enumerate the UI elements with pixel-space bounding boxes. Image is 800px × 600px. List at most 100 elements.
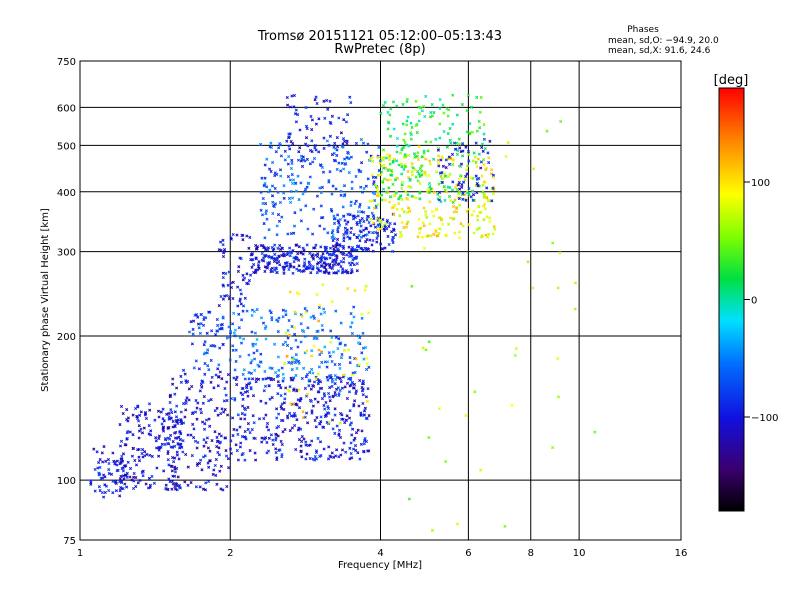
data-point <box>387 121 391 125</box>
data-point <box>233 398 237 402</box>
data-point <box>379 173 383 177</box>
data-point <box>203 488 208 492</box>
data-point <box>327 178 331 183</box>
data-point <box>305 243 309 247</box>
data-point <box>247 371 251 375</box>
data-point <box>178 430 182 434</box>
x-tick-labels: 1 2 4 6 8 10 16 <box>77 548 688 559</box>
data-point <box>312 380 317 384</box>
data-point <box>317 150 321 154</box>
data-point <box>383 246 387 250</box>
data-point <box>297 406 302 410</box>
data-point <box>309 114 313 118</box>
data-point <box>259 399 263 403</box>
data-point <box>310 139 314 143</box>
data-point <box>186 379 190 384</box>
data-point <box>482 158 486 162</box>
data-point <box>288 246 292 250</box>
data-point <box>318 440 323 444</box>
data-point <box>458 146 462 150</box>
data-point <box>387 186 391 190</box>
data-point <box>182 402 186 406</box>
data-point <box>275 258 279 263</box>
data-point <box>395 150 399 154</box>
data-point <box>288 385 292 389</box>
data-point <box>264 209 268 213</box>
data-point <box>400 186 404 191</box>
data-point <box>357 233 361 238</box>
data-point <box>281 379 285 383</box>
data-point <box>304 142 308 146</box>
data-point <box>313 458 317 462</box>
data-point <box>480 142 484 146</box>
data-point <box>352 214 356 218</box>
data-point <box>147 424 151 428</box>
data-point <box>326 457 331 461</box>
data-point <box>349 200 353 204</box>
data-point <box>262 184 266 188</box>
data-point <box>207 399 211 403</box>
data-point <box>294 120 298 124</box>
data-point <box>360 190 365 194</box>
data-point <box>305 373 309 377</box>
data-point <box>475 227 479 231</box>
data-point <box>168 437 172 441</box>
data-point <box>208 449 212 453</box>
data-point <box>225 380 229 384</box>
data-point <box>332 214 336 218</box>
data-point <box>292 265 296 269</box>
data-point <box>314 122 318 126</box>
data-point <box>333 391 337 395</box>
data-point <box>225 294 229 298</box>
data-point <box>353 202 357 206</box>
data-point <box>348 423 352 427</box>
data-point <box>289 264 293 268</box>
data-point <box>359 185 363 189</box>
data-point <box>328 120 332 124</box>
data-point <box>274 438 278 442</box>
data-point <box>359 411 363 415</box>
data-point <box>418 166 422 171</box>
data-point <box>211 472 215 476</box>
data-point <box>441 103 445 107</box>
data-point <box>278 448 282 452</box>
data-point <box>324 400 328 405</box>
data-point <box>233 334 237 338</box>
data-point <box>132 479 136 483</box>
data-point <box>334 454 338 458</box>
data-point <box>430 114 435 118</box>
data-point <box>265 440 269 445</box>
data-point <box>289 346 293 350</box>
data-point <box>289 401 293 406</box>
data-point <box>283 361 287 365</box>
data-point <box>395 144 399 148</box>
data-point <box>248 449 252 453</box>
data-point <box>296 345 300 349</box>
data-point <box>334 309 338 313</box>
data-point <box>358 457 362 461</box>
data-point <box>266 263 270 267</box>
colorbar-tick-label: 0 <box>751 296 757 307</box>
data-point <box>432 157 436 161</box>
data-point <box>360 312 364 316</box>
data-point <box>327 391 331 396</box>
data-point <box>264 202 268 206</box>
data-point <box>221 342 225 346</box>
data-point <box>111 451 115 455</box>
data-point <box>304 187 308 191</box>
data-point <box>330 300 334 304</box>
data-point <box>354 174 358 178</box>
data-point <box>285 414 290 418</box>
data-point <box>455 187 459 192</box>
data-point <box>402 210 406 214</box>
phase-stats-x: mean, sd,X: 91.6, 24.6 <box>608 46 711 56</box>
data-point <box>203 340 207 344</box>
data-point <box>235 233 239 237</box>
data-point <box>167 411 171 415</box>
data-point <box>282 271 286 275</box>
data-point <box>328 99 332 103</box>
data-point <box>338 243 342 247</box>
data-point <box>274 266 278 270</box>
data-point <box>287 360 291 365</box>
data-point <box>428 190 432 194</box>
